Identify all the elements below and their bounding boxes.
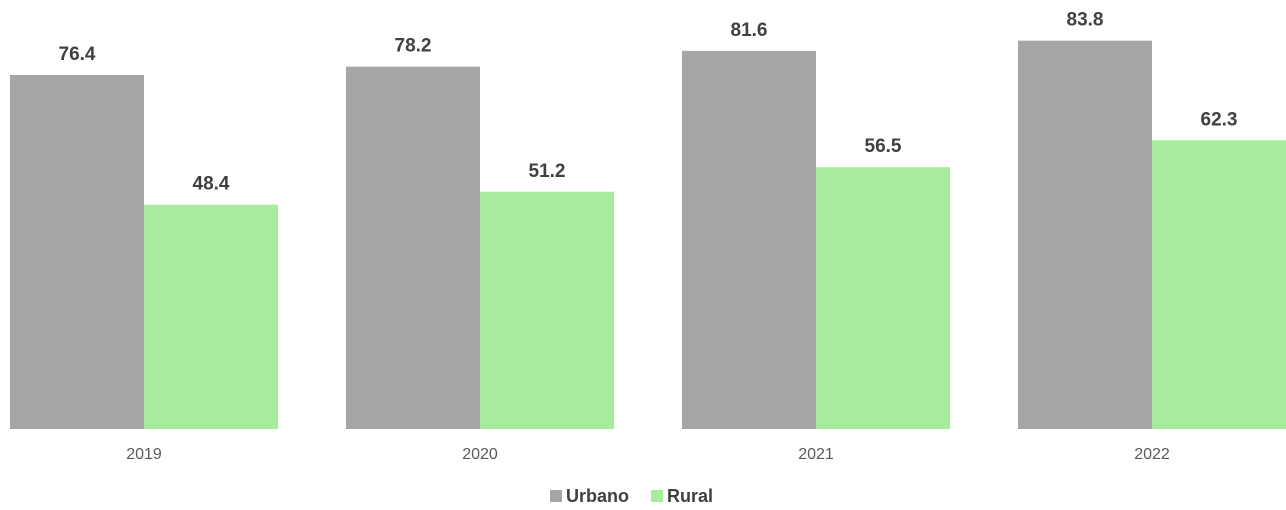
bar [346, 66, 480, 429]
legend-label: Rural [667, 486, 713, 506]
legend-swatch [651, 490, 663, 502]
value-label: 76.4 [59, 44, 96, 65]
x-tick-label: 2021 [798, 446, 834, 463]
value-label: 78.2 [395, 36, 432, 57]
legend-swatch [550, 490, 562, 502]
bar [480, 191, 614, 429]
bar [1018, 40, 1152, 429]
bar [1152, 140, 1286, 429]
bar [144, 204, 278, 429]
value-label: 62.3 [1201, 109, 1238, 130]
value-label: 48.4 [193, 174, 230, 195]
x-tick-label: 2022 [1134, 446, 1170, 463]
x-tick-label: 2020 [462, 446, 498, 463]
value-label: 56.5 [865, 136, 902, 157]
value-label: 51.2 [529, 161, 566, 182]
bar [816, 167, 950, 429]
legend-label: Urbano [566, 486, 629, 506]
bar [682, 50, 816, 429]
value-label: 83.8 [1067, 10, 1104, 31]
x-tick-label: 2019 [126, 446, 162, 463]
bar [10, 74, 144, 429]
value-label: 81.6 [731, 20, 768, 41]
